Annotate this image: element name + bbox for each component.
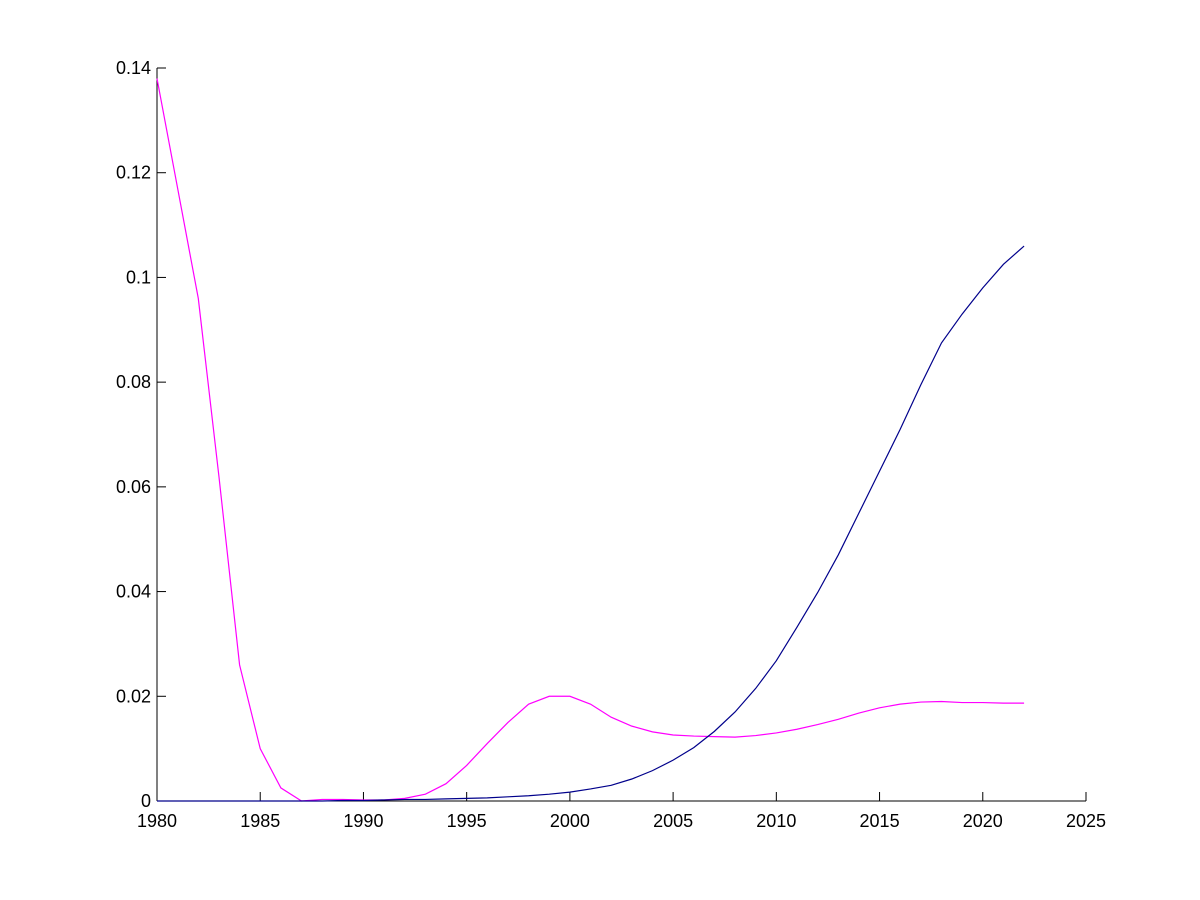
y-tick-label: 0.14 xyxy=(116,58,151,78)
y-tick-label: 0.08 xyxy=(116,372,151,392)
line-series xyxy=(157,245,1025,802)
x-tick-label: 2020 xyxy=(963,811,1003,831)
x-tick-label: 1990 xyxy=(343,811,383,831)
x-tick-label: 1980 xyxy=(137,811,177,831)
x-tick-label: 2000 xyxy=(550,811,590,831)
y-tick-label: 0.1 xyxy=(126,267,151,287)
x-tick-label: 2015 xyxy=(860,811,900,831)
y-tick-label: 0.06 xyxy=(116,477,151,497)
x-tick-label: 2005 xyxy=(653,811,693,831)
y-tick-label: 0.02 xyxy=(116,686,151,706)
y-tick-label: 0.12 xyxy=(116,163,151,183)
x-tick-label: 1995 xyxy=(447,811,487,831)
y-tick-label: 0.04 xyxy=(116,582,151,602)
line-series xyxy=(156,78,1025,802)
x-tick-label: 1985 xyxy=(240,811,280,831)
x-tick-label: 2025 xyxy=(1066,811,1106,831)
y-tick-label: 0 xyxy=(141,791,151,811)
x-tick-label: 2010 xyxy=(756,811,796,831)
